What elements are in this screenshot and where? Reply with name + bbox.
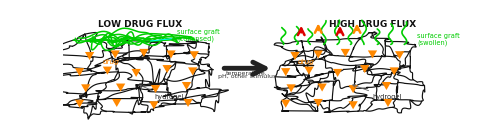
- Polygon shape: [314, 50, 323, 59]
- Polygon shape: [75, 100, 84, 108]
- Polygon shape: [184, 99, 192, 107]
- Polygon shape: [188, 67, 198, 75]
- Polygon shape: [368, 50, 377, 59]
- Polygon shape: [139, 49, 148, 57]
- Polygon shape: [348, 101, 358, 109]
- Text: surface graft
(collapsed): surface graft (collapsed): [150, 29, 220, 43]
- Polygon shape: [348, 85, 358, 93]
- Polygon shape: [290, 52, 300, 60]
- Polygon shape: [318, 84, 327, 92]
- Text: pH, other stimulus: pH, other stimulus: [218, 74, 276, 79]
- Polygon shape: [395, 51, 404, 59]
- Polygon shape: [281, 100, 290, 108]
- Polygon shape: [116, 84, 126, 92]
- Polygon shape: [304, 67, 314, 75]
- Polygon shape: [340, 49, 350, 57]
- Polygon shape: [166, 50, 175, 59]
- Polygon shape: [384, 99, 392, 107]
- Polygon shape: [314, 99, 323, 107]
- Polygon shape: [190, 51, 199, 59]
- Polygon shape: [112, 99, 122, 107]
- Polygon shape: [75, 68, 84, 76]
- Text: LOW DRUG FLUX: LOW DRUG FLUX: [98, 20, 182, 29]
- Polygon shape: [81, 84, 90, 92]
- Polygon shape: [150, 101, 158, 109]
- Polygon shape: [281, 68, 290, 76]
- Polygon shape: [103, 67, 112, 75]
- Text: HIGH DRUG FLUX: HIGH DRUG FLUX: [329, 20, 416, 29]
- Text: surface graft
(swollen): surface graft (swollen): [418, 33, 460, 46]
- Polygon shape: [110, 50, 120, 59]
- Polygon shape: [132, 69, 141, 77]
- Polygon shape: [162, 65, 172, 73]
- Polygon shape: [382, 82, 391, 90]
- Text: hydrogel: hydrogel: [352, 85, 402, 100]
- Text: temperature,: temperature,: [226, 71, 268, 76]
- Polygon shape: [85, 52, 94, 60]
- Text: drug: drug: [103, 59, 120, 65]
- Polygon shape: [333, 69, 342, 77]
- Polygon shape: [390, 67, 399, 75]
- Text: hydrogel: hydrogel: [140, 85, 184, 100]
- Polygon shape: [360, 65, 370, 73]
- Polygon shape: [182, 82, 191, 90]
- Text: drug: drug: [298, 59, 315, 65]
- Polygon shape: [286, 84, 296, 92]
- Polygon shape: [151, 85, 160, 93]
